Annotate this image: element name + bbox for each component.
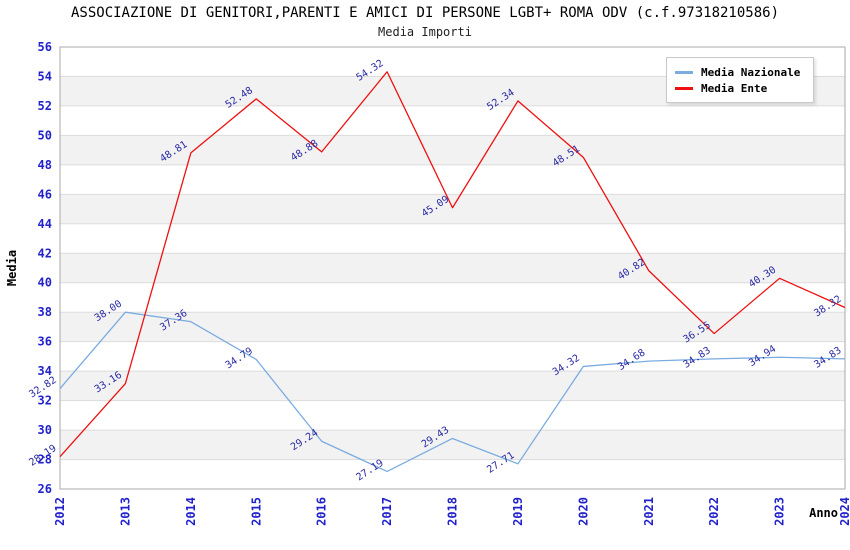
grid-band bbox=[60, 135, 845, 165]
grid-band bbox=[60, 341, 845, 372]
x-tick-label: 2018 bbox=[446, 497, 460, 526]
y-tick-label: 26 bbox=[38, 482, 52, 496]
x-tick-label: 2020 bbox=[576, 497, 590, 526]
y-tick-label: 36 bbox=[38, 335, 52, 349]
series-line-media-nazionale bbox=[59, 311, 846, 473]
media-ente-line-swatch bbox=[675, 86, 693, 90]
grid-band bbox=[60, 430, 845, 460]
x-tick-label: 2021 bbox=[642, 497, 656, 526]
x-tick-label: 2017 bbox=[380, 497, 394, 526]
y-tick-label: 54 bbox=[38, 69, 52, 83]
y-tick-label: 32 bbox=[38, 394, 52, 408]
chart-subtitle: Media Importi bbox=[378, 25, 472, 39]
x-tick-label: 2023 bbox=[773, 497, 787, 526]
series-line-media-ente bbox=[59, 71, 846, 458]
grid-band bbox=[60, 371, 845, 401]
x-tick-label: 2012 bbox=[53, 497, 67, 526]
y-tick-label: 38 bbox=[38, 305, 52, 319]
y-tick-label: 42 bbox=[38, 246, 52, 260]
grid-band bbox=[60, 105, 845, 136]
x-axis-title: Anno bbox=[809, 506, 838, 520]
grid-band bbox=[60, 312, 845, 342]
grid-band bbox=[60, 194, 845, 224]
y-tick-label: 46 bbox=[38, 187, 52, 201]
x-tick-label: 2024 bbox=[838, 497, 850, 526]
x-tick-label: 2016 bbox=[315, 497, 329, 526]
y-tick-label: 28 bbox=[38, 453, 52, 467]
y-tick-label: 34 bbox=[38, 364, 52, 378]
grid-band bbox=[60, 459, 845, 489]
plot-border bbox=[59, 46, 846, 490]
media-nazionale-line-swatch bbox=[675, 70, 693, 74]
legend-item-media-nazionale: Media Nazionale bbox=[675, 64, 805, 80]
y-tick-label: 40 bbox=[38, 276, 52, 290]
y-tick-label: 56 bbox=[38, 40, 52, 54]
x-tick-label: 2013 bbox=[118, 497, 132, 526]
y-tick-label: 48 bbox=[38, 158, 52, 172]
legend-label: Media Nazionale bbox=[701, 65, 801, 79]
grid-band bbox=[60, 253, 845, 283]
y-axis-title: Media bbox=[5, 250, 19, 286]
grid-band bbox=[60, 282, 845, 313]
y-tick-label: 50 bbox=[38, 128, 52, 142]
y-tick-label: 44 bbox=[38, 217, 52, 231]
x-tick-label: 2015 bbox=[249, 497, 263, 526]
y-tick-label: 52 bbox=[38, 99, 52, 113]
grid-band bbox=[60, 400, 845, 431]
legend-item-media-ente: Media Ente bbox=[675, 80, 805, 96]
x-tick-label: 2019 bbox=[511, 497, 525, 526]
x-tick-label: 2014 bbox=[184, 497, 198, 526]
y-tick-label: 30 bbox=[38, 423, 52, 437]
grid-band bbox=[60, 223, 845, 254]
x-tick-label: 2022 bbox=[707, 497, 721, 526]
chart-title: ASSOCIAZIONE DI GENITORI,PARENTI E AMICI… bbox=[70, 5, 779, 21]
legend-box: Media Nazionale Media Ente bbox=[666, 57, 814, 103]
grid-band bbox=[60, 164, 845, 195]
legend-label: Media Ente bbox=[701, 81, 768, 95]
